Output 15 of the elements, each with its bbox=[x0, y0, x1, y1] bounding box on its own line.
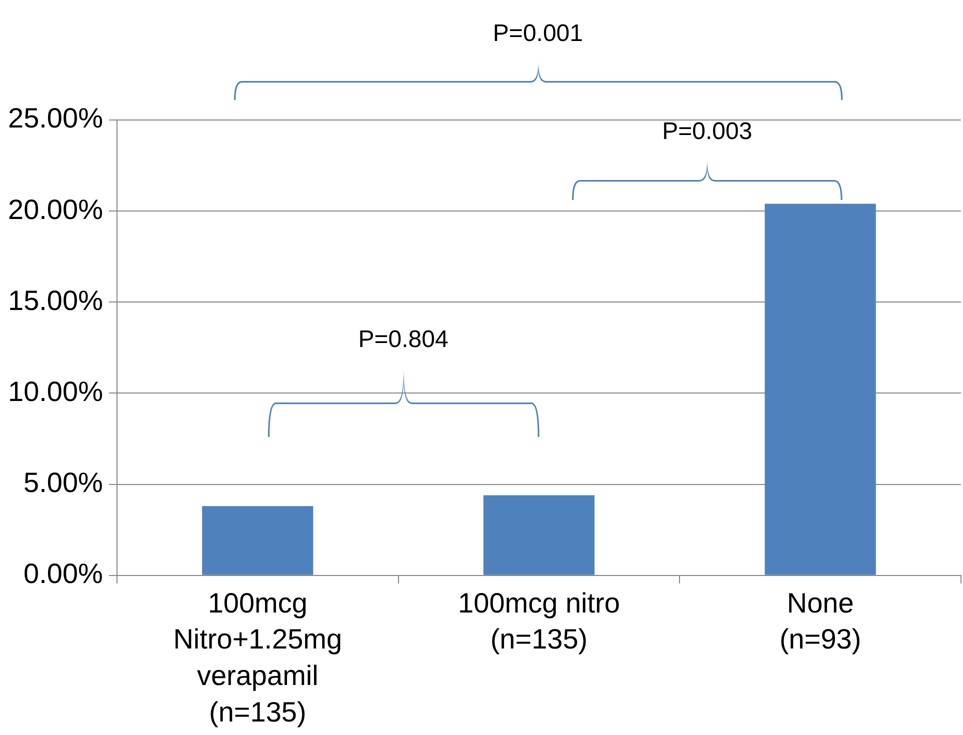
x-tick-label: None (n=93) bbox=[779, 587, 862, 655]
y-tick-label: 0.00% bbox=[24, 558, 103, 590]
bar bbox=[202, 506, 314, 575]
x-tick-label: 100mcg Nitro+1.25mg verapamil (n=135) bbox=[173, 587, 342, 728]
y-tick-label: 10.00% bbox=[8, 376, 103, 407]
bar bbox=[483, 495, 595, 575]
y-tick-label: 5.00% bbox=[24, 467, 103, 498]
text: P=0.001 bbox=[492, 20, 584, 48]
x-tick-label: 100mcg nitro (n=135) bbox=[458, 587, 620, 655]
annotation: P=0.804 bbox=[358, 326, 448, 354]
y-tick-label: 25.00% bbox=[8, 102, 103, 134]
annotation: P=0.003 bbox=[662, 118, 752, 146]
y-tick-label: 15.00% bbox=[8, 284, 103, 316]
bar bbox=[764, 204, 876, 575]
y-tick-label: 20.00% bbox=[8, 194, 103, 225]
